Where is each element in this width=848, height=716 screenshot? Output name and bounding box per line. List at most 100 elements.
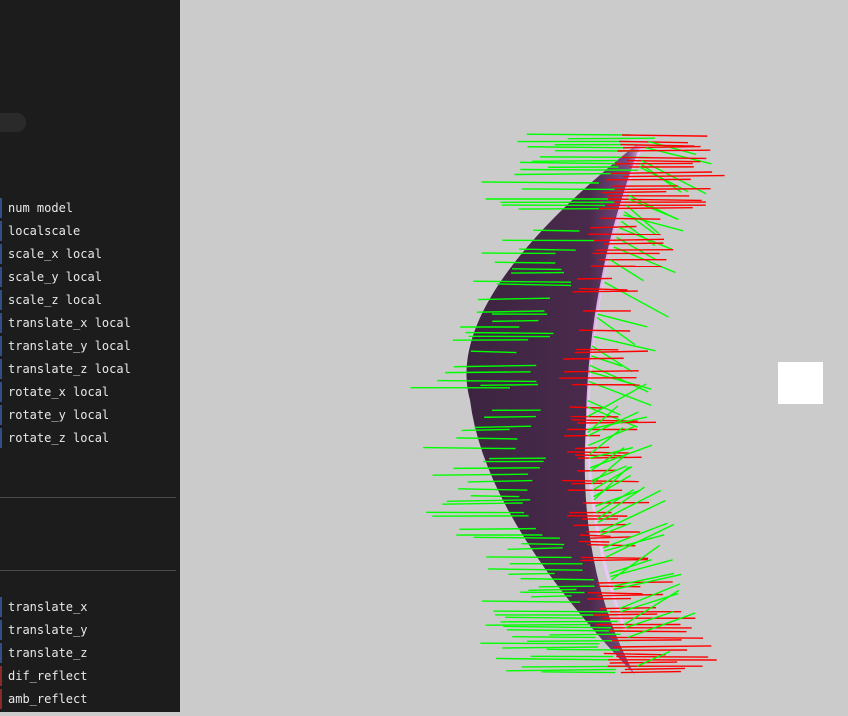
normal-vector-red xyxy=(602,192,666,193)
param-localscale[interactable]: localscale xyxy=(0,221,176,241)
normal-vector-green xyxy=(482,182,599,183)
3d-viewport[interactable] xyxy=(180,0,848,712)
normal-vector-red xyxy=(613,646,711,647)
param-rotate-z-local[interactable]: rotate_z local xyxy=(0,428,176,448)
param-scale-y-local[interactable]: scale_y local xyxy=(0,267,176,287)
param-scale-x-local[interactable]: scale_x local xyxy=(0,244,176,264)
normal-vector-green xyxy=(473,281,571,282)
normal-vector-red xyxy=(564,371,639,372)
light-indicator[interactable] xyxy=(778,362,823,404)
normal-vector-red xyxy=(604,653,666,654)
normal-vector-green xyxy=(482,601,580,602)
normal-vector-green xyxy=(433,474,528,475)
normal-vector-green xyxy=(437,381,536,382)
param-dif-reflect[interactable]: dif_reflect xyxy=(0,666,176,686)
normal-vector-green xyxy=(496,658,609,659)
normal-vector-red xyxy=(627,161,701,162)
normal-vector-green xyxy=(494,611,614,612)
normal-vector-red xyxy=(573,525,626,526)
normal-vector-green xyxy=(527,147,630,148)
normal-vector-green xyxy=(471,496,520,497)
normal-vector-red xyxy=(573,291,638,292)
normal-vector-red xyxy=(623,176,725,177)
normal-vector-red xyxy=(625,668,685,669)
normal-vector-red xyxy=(600,608,656,609)
normal-vector-green xyxy=(637,651,670,666)
normal-vector-green xyxy=(613,573,674,586)
normal-vector-green xyxy=(520,169,638,170)
normal-vector-green xyxy=(459,529,535,530)
normal-vector-green xyxy=(466,333,554,334)
normal-vector-green xyxy=(590,448,624,471)
normal-vector-green xyxy=(505,617,583,618)
normal-vector-green xyxy=(531,596,572,597)
normal-vector-red xyxy=(563,358,624,359)
section-divider xyxy=(0,570,176,571)
normal-vector-green xyxy=(502,647,597,648)
param-translate-z-local[interactable]: translate_z local xyxy=(0,359,176,379)
normal-vector-red xyxy=(621,672,681,673)
rendered-scene xyxy=(180,0,848,712)
normal-vector-green xyxy=(598,314,648,327)
normal-vector-green xyxy=(591,356,622,366)
parameter-panel: num model localscale scale_x local scale… xyxy=(0,0,180,712)
param-rotate-x-local[interactable]: rotate_x local xyxy=(0,382,176,402)
param-translate-z[interactable]: translate_z xyxy=(0,643,176,663)
normal-vector-red xyxy=(559,378,636,379)
normal-vector-green xyxy=(610,260,643,281)
normal-vector-green xyxy=(527,134,631,135)
normal-vector-green xyxy=(480,643,599,644)
normal-vector-red xyxy=(622,135,707,136)
normal-vector-red xyxy=(589,537,631,538)
normal-vector-green xyxy=(541,672,615,673)
normal-vector-red xyxy=(579,541,610,542)
normal-vector-red xyxy=(577,278,612,279)
normal-vector-green xyxy=(480,385,538,386)
normal-vector-green xyxy=(594,337,656,351)
normal-vector-red xyxy=(604,243,663,244)
normal-vector-red xyxy=(562,481,639,482)
normal-vector-green xyxy=(484,417,536,418)
param-rotate-y-local[interactable]: rotate_y local xyxy=(0,405,176,425)
normal-vector-green xyxy=(520,162,628,163)
normal-vector-green xyxy=(592,455,626,484)
normal-vector-green xyxy=(550,634,621,635)
normal-vector-red xyxy=(593,614,657,615)
normal-vector-green xyxy=(605,282,669,317)
normal-vector-green xyxy=(620,228,672,249)
normal-vector-red xyxy=(581,557,648,558)
normal-vector-red xyxy=(615,189,711,190)
normal-vector-red xyxy=(579,330,630,331)
normal-vector-green xyxy=(512,269,561,270)
normal-vector-green xyxy=(539,586,595,587)
normal-vector-green xyxy=(454,468,540,469)
section-divider xyxy=(0,497,176,498)
normal-vector-green xyxy=(533,230,579,231)
normal-vector-green xyxy=(474,537,560,538)
normal-vector-green xyxy=(528,589,576,590)
normal-vector-green xyxy=(495,262,556,263)
param-num-model[interactable]: num model xyxy=(0,198,176,218)
normal-vector-red xyxy=(618,150,711,151)
collapsed-control[interactable] xyxy=(0,113,26,132)
normal-vector-green xyxy=(445,372,531,373)
normal-vector-green xyxy=(508,573,554,574)
normal-vector-red xyxy=(612,640,681,641)
normal-vector-green xyxy=(492,321,538,322)
normal-vector-red xyxy=(600,218,660,219)
param-translate-x[interactable]: translate_x xyxy=(0,597,176,617)
normal-vector-red xyxy=(571,483,602,484)
normal-vector-green xyxy=(506,669,616,670)
param-translate-x-local[interactable]: translate_x local xyxy=(0,313,176,333)
param-scale-z-local[interactable]: scale_z local xyxy=(0,290,176,310)
param-translate-y-local[interactable]: translate_y local xyxy=(0,336,176,356)
normal-vector-red xyxy=(621,145,695,146)
normal-vector-green xyxy=(512,637,595,638)
normal-vector-green xyxy=(521,544,564,545)
param-translate-y[interactable]: translate_y xyxy=(0,620,176,640)
normal-vector-red xyxy=(609,631,687,632)
normal-vector-red xyxy=(599,208,693,209)
param-amb-reflect[interactable]: amb_reflect xyxy=(0,689,176,709)
normal-vector-green xyxy=(486,625,591,626)
normal-vector-green xyxy=(532,161,618,162)
